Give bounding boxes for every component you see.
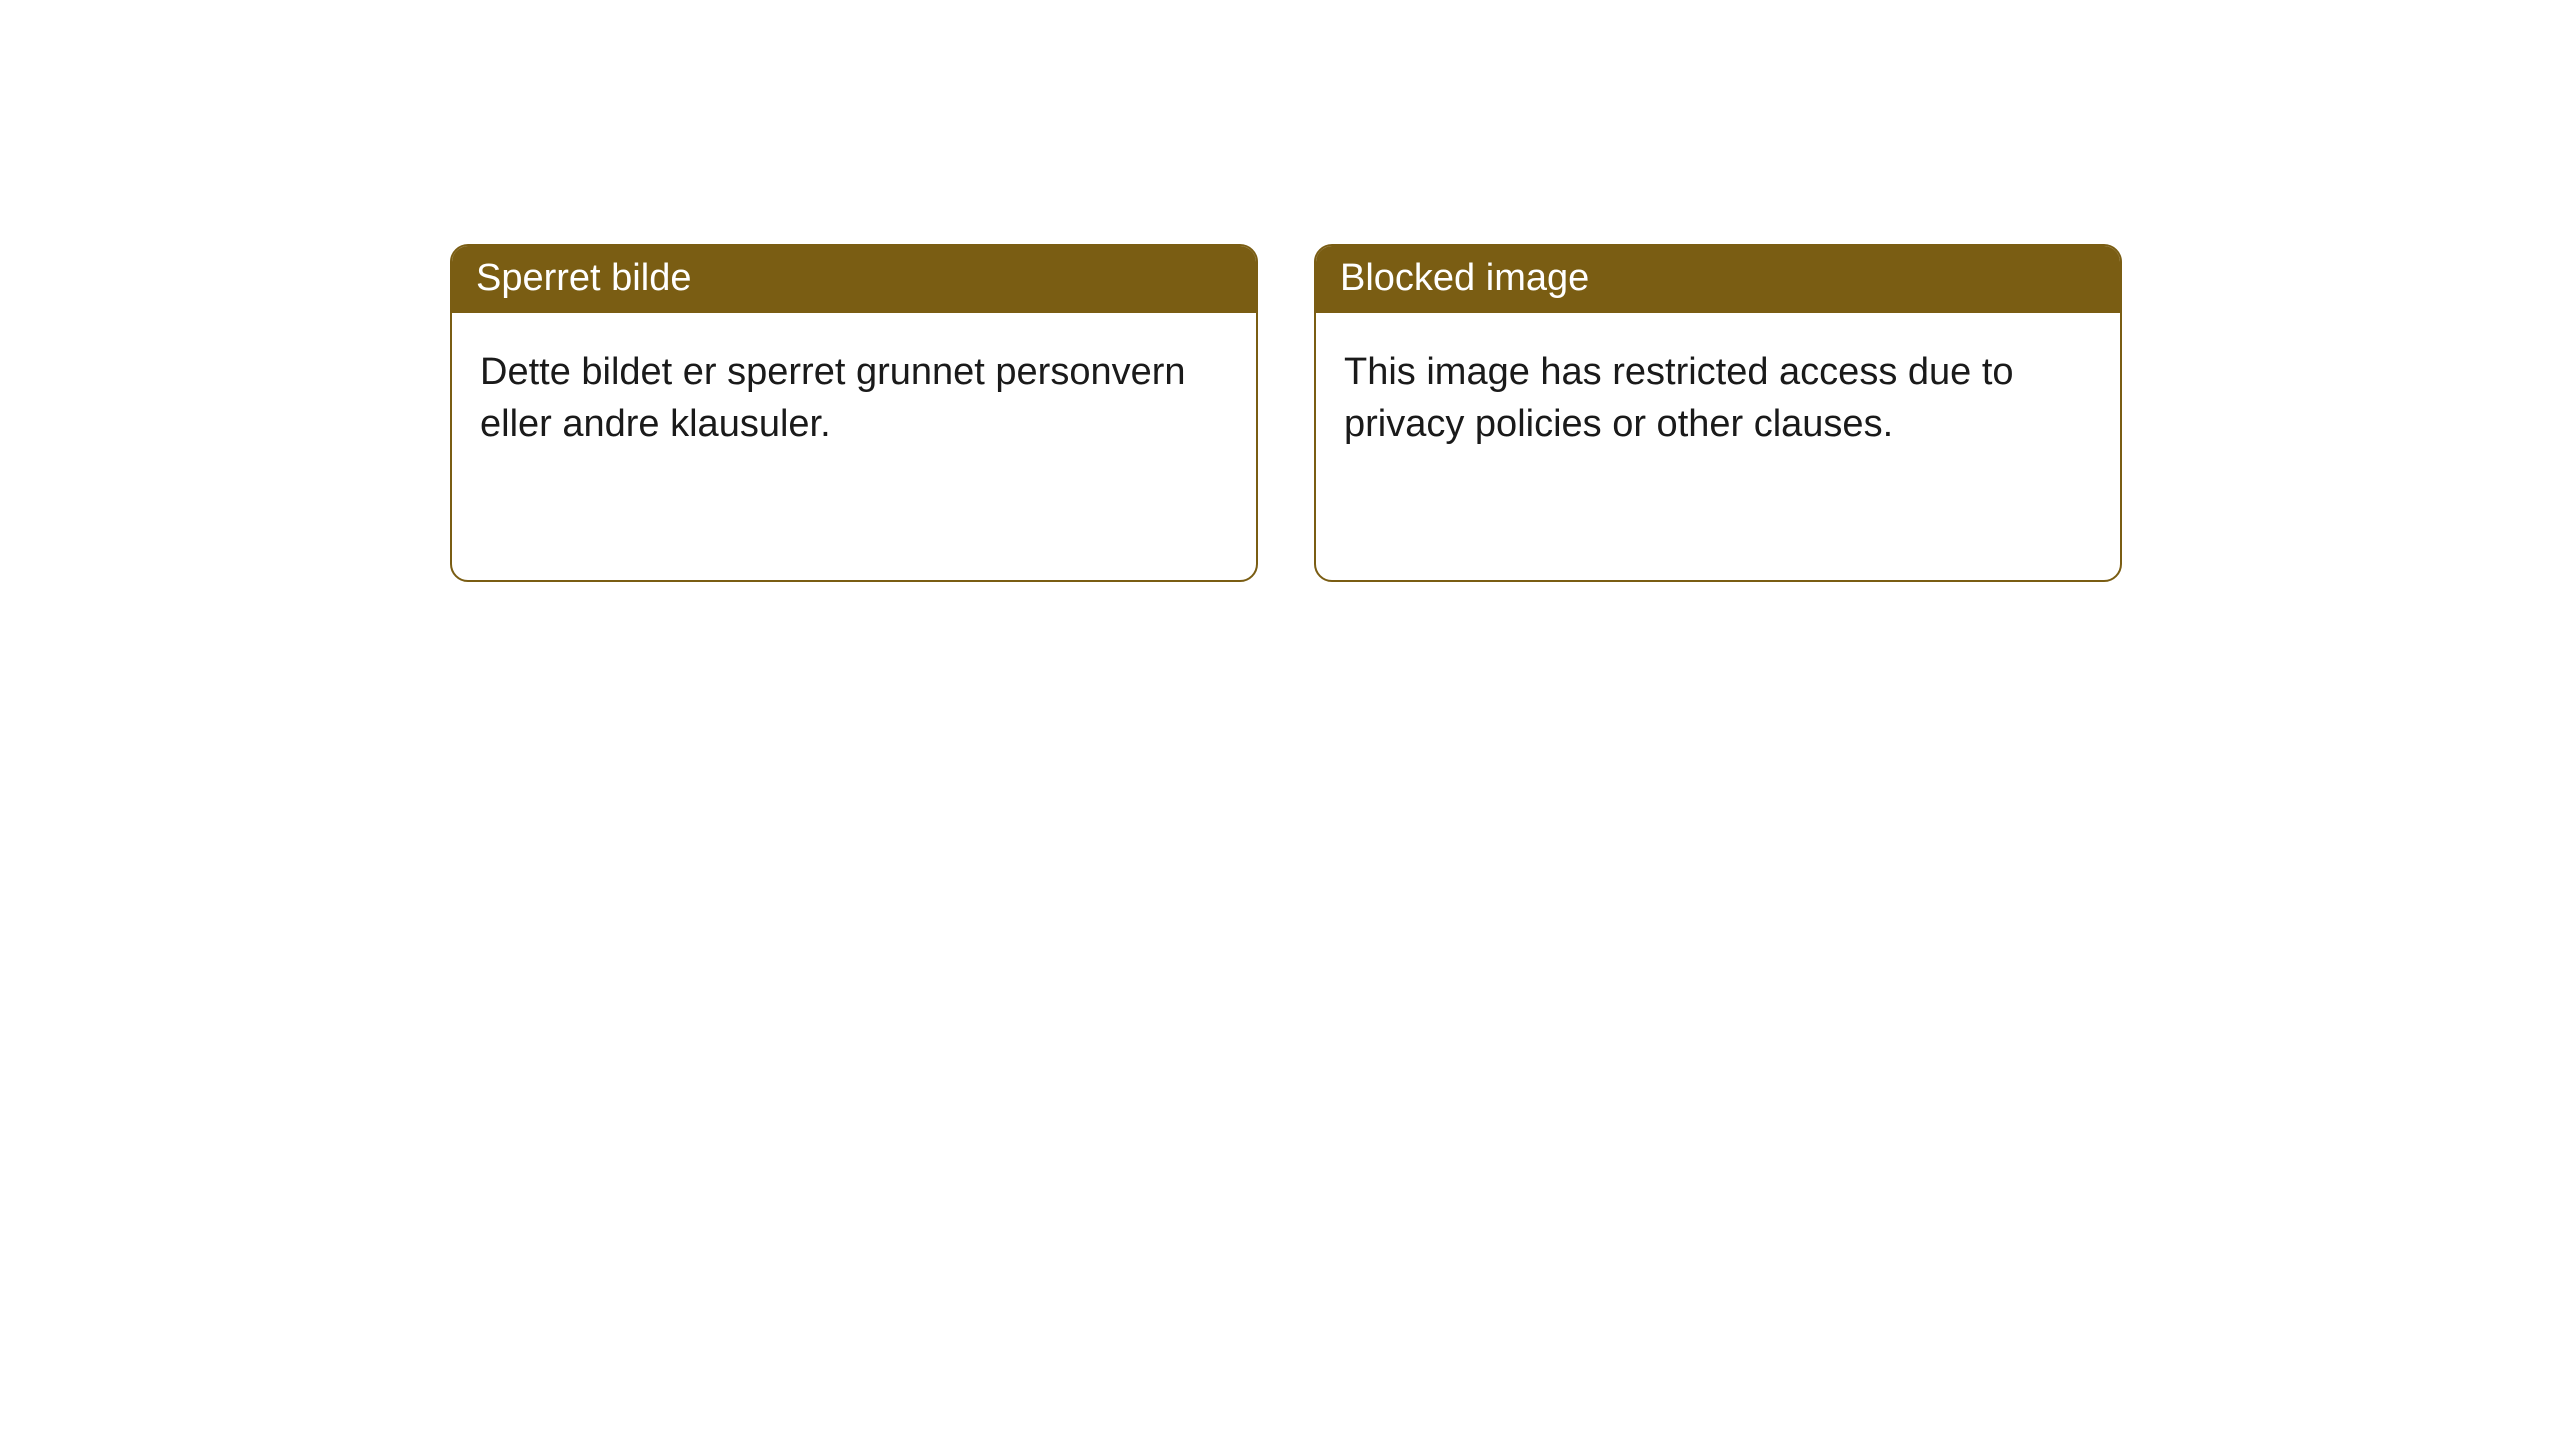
notice-card-norwegian: Sperret bilde Dette bildet er sperret gr… (450, 244, 1258, 582)
card-body: This image has restricted access due to … (1316, 313, 2120, 484)
notice-cards-container: Sperret bilde Dette bildet er sperret gr… (0, 0, 2560, 582)
card-body: Dette bildet er sperret grunnet personve… (452, 313, 1256, 484)
card-body-text: This image has restricted access due to … (1344, 351, 2014, 444)
card-header: Blocked image (1316, 246, 2120, 313)
notice-card-english: Blocked image This image has restricted … (1314, 244, 2122, 582)
card-body-text: Dette bildet er sperret grunnet personve… (480, 351, 1186, 444)
card-title: Sperret bilde (476, 257, 691, 299)
card-title: Blocked image (1340, 257, 1589, 299)
card-header: Sperret bilde (452, 246, 1256, 313)
